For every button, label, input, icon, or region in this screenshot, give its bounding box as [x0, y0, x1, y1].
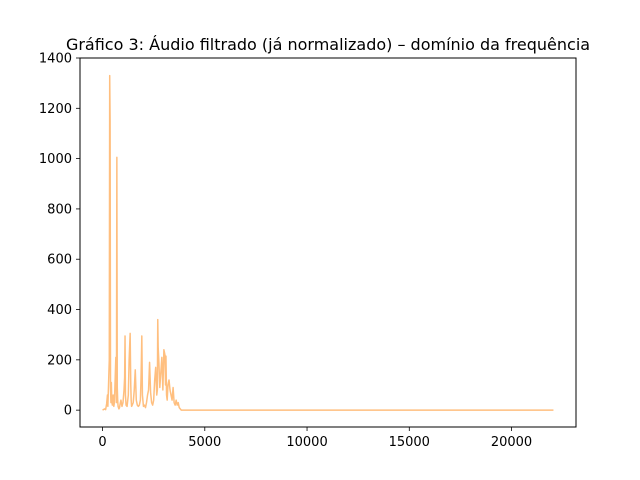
x-tick-label: 20000: [491, 435, 532, 450]
y-tick-label: 1200: [39, 102, 72, 117]
chart-title: Gráfico 3: Áudio filtrado (já normalizad…: [66, 35, 590, 54]
y-tick-label: 200: [47, 353, 72, 368]
y-axis: 0 200 400 600 800 1000 1200 1400: [39, 52, 80, 419]
x-axis: 0 5000 10000 15000 20000: [98, 427, 532, 450]
y-tick-label: 1400: [39, 52, 72, 67]
x-tick-label: 10000: [286, 435, 327, 450]
series-layer: [102, 74, 554, 411]
x-tick-label: 5000: [188, 435, 221, 450]
x-tick-label: 0: [98, 435, 106, 450]
x-tick-label: 15000: [389, 435, 430, 450]
y-tick-label: 1000: [39, 152, 72, 167]
series-line-1: [102, 74, 554, 411]
plot-frame: [79, 57, 577, 428]
y-tick-label: 600: [47, 253, 72, 268]
y-tick-label: 0: [64, 404, 72, 419]
y-tick-label: 800: [47, 202, 72, 217]
y-tick-label: 400: [47, 303, 72, 318]
